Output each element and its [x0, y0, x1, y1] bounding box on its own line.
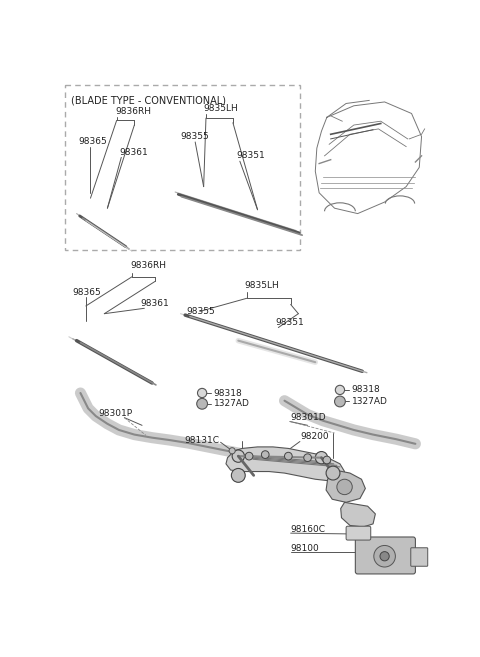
- Polygon shape: [226, 447, 345, 481]
- Circle shape: [336, 385, 345, 395]
- Text: 98200: 98200: [300, 432, 328, 442]
- Circle shape: [197, 398, 207, 409]
- FancyBboxPatch shape: [411, 548, 428, 566]
- Circle shape: [245, 452, 253, 460]
- Text: 98160C: 98160C: [291, 525, 325, 533]
- Text: 98318: 98318: [214, 388, 242, 397]
- Circle shape: [285, 452, 292, 460]
- Text: 98361: 98361: [119, 148, 148, 157]
- Text: 98361: 98361: [141, 299, 169, 308]
- Circle shape: [323, 456, 331, 464]
- Circle shape: [380, 552, 389, 561]
- Circle shape: [326, 466, 340, 480]
- Circle shape: [231, 468, 245, 482]
- Circle shape: [337, 479, 352, 495]
- Text: 98355: 98355: [187, 307, 216, 316]
- Text: 98365: 98365: [78, 137, 107, 147]
- Text: 98318: 98318: [351, 386, 380, 394]
- Circle shape: [262, 451, 269, 459]
- Circle shape: [304, 454, 312, 461]
- FancyBboxPatch shape: [346, 526, 371, 540]
- Text: 9836RH: 9836RH: [131, 261, 167, 271]
- Text: 1327AD: 1327AD: [214, 399, 250, 408]
- Polygon shape: [326, 470, 365, 503]
- Text: 98365: 98365: [73, 288, 101, 298]
- Text: 98355: 98355: [180, 132, 209, 141]
- Circle shape: [374, 545, 396, 567]
- Text: 98301P: 98301P: [98, 409, 132, 419]
- Circle shape: [229, 447, 235, 454]
- FancyBboxPatch shape: [355, 537, 415, 574]
- Text: 9836RH: 9836RH: [115, 106, 151, 116]
- Text: 98131C: 98131C: [184, 436, 219, 445]
- Text: 98301D: 98301D: [291, 413, 326, 422]
- Circle shape: [315, 451, 328, 464]
- Text: 98351: 98351: [237, 151, 265, 160]
- Text: 1327AD: 1327AD: [351, 397, 387, 406]
- Text: 98351: 98351: [275, 318, 304, 327]
- Circle shape: [335, 396, 345, 407]
- Polygon shape: [341, 503, 375, 527]
- Circle shape: [197, 388, 207, 397]
- Text: 98100: 98100: [291, 544, 319, 553]
- Circle shape: [232, 450, 244, 463]
- Text: (BLADE TYPE - CONVENTIONAL): (BLADE TYPE - CONVENTIONAL): [71, 96, 226, 106]
- Text: 9835LH: 9835LH: [204, 104, 239, 112]
- Text: 9835LH: 9835LH: [244, 281, 279, 290]
